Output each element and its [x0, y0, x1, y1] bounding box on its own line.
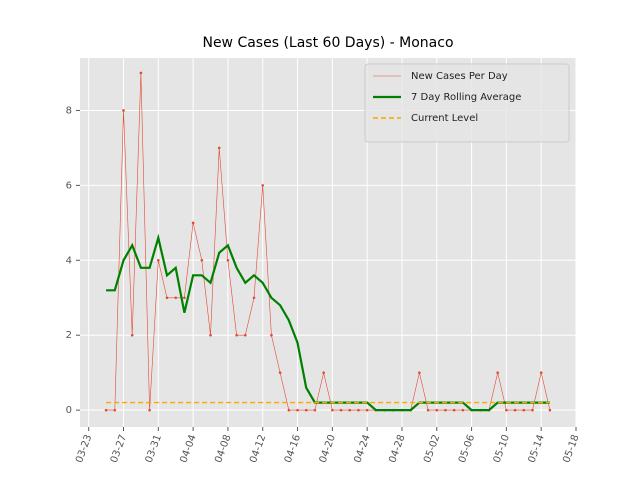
point [505, 408, 508, 412]
point [522, 408, 526, 412]
point [496, 371, 499, 374]
point [113, 408, 117, 412]
chart-title: New Cases (Last 60 Days) - Monaco [202, 35, 453, 51]
point [261, 184, 265, 187]
point [139, 71, 143, 75]
point [296, 408, 299, 412]
point [322, 371, 325, 374]
point [452, 408, 456, 412]
point [157, 258, 160, 262]
legend-box [364, 63, 570, 143]
point [348, 408, 352, 412]
point [122, 109, 125, 112]
point [244, 333, 247, 337]
point [278, 371, 282, 374]
point [183, 296, 186, 300]
y-tick-label: 6 [66, 180, 72, 191]
point [148, 408, 151, 412]
point [531, 408, 534, 412]
point [435, 408, 439, 412]
point [304, 408, 308, 412]
point [130, 333, 134, 337]
point [191, 221, 195, 225]
point [365, 408, 369, 412]
point [235, 333, 238, 337]
point [270, 333, 273, 337]
y-tick-label: 4 [66, 255, 72, 266]
point [548, 408, 552, 412]
point [426, 408, 430, 412]
point [287, 408, 291, 412]
point [165, 296, 169, 300]
point [461, 408, 465, 412]
legend-label: Current Level [411, 113, 478, 124]
point [226, 258, 230, 262]
point [200, 258, 204, 262]
point [313, 408, 317, 412]
series-line [106, 233, 550, 412]
point [331, 408, 334, 412]
point [217, 146, 221, 150]
y-tick-label: 8 [66, 105, 72, 116]
point [418, 371, 421, 374]
y-tick-label: 0 [66, 405, 72, 416]
point [252, 296, 256, 300]
point [539, 371, 543, 374]
point [104, 408, 108, 412]
point [357, 408, 360, 412]
point [339, 408, 343, 412]
y-tick-label: 2 [66, 330, 72, 341]
point [444, 408, 447, 412]
point [513, 408, 517, 412]
legend-label: New Cases Per Day [411, 71, 508, 82]
point [174, 296, 178, 300]
legend-label: 7 Day Rolling Average [411, 92, 521, 103]
point [209, 333, 212, 337]
